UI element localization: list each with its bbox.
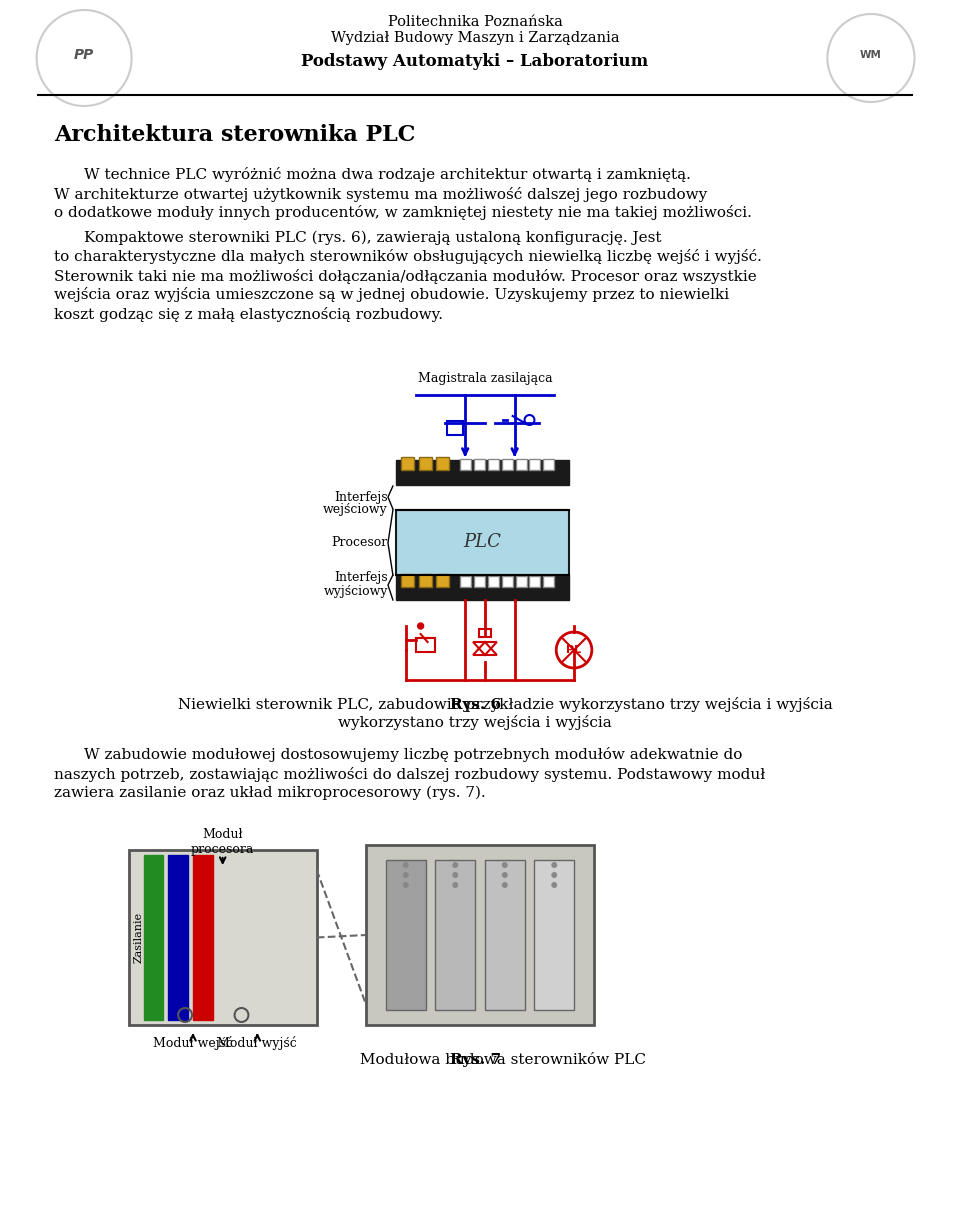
Circle shape bbox=[502, 862, 508, 868]
Circle shape bbox=[551, 873, 557, 877]
Circle shape bbox=[551, 862, 557, 868]
Circle shape bbox=[418, 623, 423, 629]
Text: wykorzystano trzy wejścia i wyjścia: wykorzystano trzy wejścia i wyjścia bbox=[338, 716, 612, 730]
Circle shape bbox=[502, 882, 508, 888]
Text: W technice PLC wyróżnić można dwa rodzaje architektur otwartą i zamkniętą.: W technice PLC wyróżnić można dwa rodzaj… bbox=[84, 168, 691, 183]
Bar bbox=[436, 860, 475, 1010]
Circle shape bbox=[502, 873, 508, 877]
Text: W architekturze otwartej użytkownik systemu ma możliwość dalszej jego rozbudowy: W architekturze otwartej użytkownik syst… bbox=[55, 186, 708, 202]
Text: wejścia oraz wyjścia umieszczone są w jednej obudowie. Uzyskujemy przez to niewi: wejścia oraz wyjścia umieszczone są w je… bbox=[55, 287, 730, 303]
Text: procesora: procesora bbox=[191, 843, 254, 857]
Bar bbox=[401, 458, 414, 470]
Bar bbox=[396, 460, 569, 486]
Text: Procesor: Procesor bbox=[332, 537, 388, 550]
Text: Rys. 7: Rys. 7 bbox=[449, 1053, 500, 1067]
Text: koszt godząc się z małą elastycznością rozbudowy.: koszt godząc się z małą elastycznością r… bbox=[55, 307, 444, 321]
Text: W zabudowie modułowej dostosowujemy liczbę potrzebnych modułów adekwatnie do: W zabudowie modułowej dostosowujemy licz… bbox=[84, 747, 742, 763]
Bar bbox=[366, 845, 594, 1025]
Text: Interfejs: Interfejs bbox=[334, 490, 388, 504]
Bar bbox=[401, 574, 414, 587]
Circle shape bbox=[551, 882, 557, 888]
Bar bbox=[543, 459, 554, 470]
Text: wyjściowy: wyjściowy bbox=[324, 584, 388, 598]
Text: zawiera zasilanie oraz układ mikroprocesorowy (rys. 7).: zawiera zasilanie oraz układ mikroproces… bbox=[55, 786, 486, 801]
Bar bbox=[437, 574, 449, 587]
Bar bbox=[488, 576, 499, 587]
Text: Zasilanie: Zasilanie bbox=[133, 912, 144, 963]
Text: Rys. 6: Rys. 6 bbox=[449, 699, 500, 712]
Bar bbox=[516, 576, 526, 587]
Bar bbox=[474, 576, 485, 587]
Text: to charakterystyczne dla małych sterowników obsługujących niewielką liczbę wejść: to charakterystyczne dla małych sterowni… bbox=[55, 249, 762, 264]
Text: Moduł: Moduł bbox=[203, 829, 243, 841]
Bar bbox=[460, 459, 471, 470]
Bar bbox=[193, 856, 213, 1020]
Text: Moduł wejść: Moduł wejść bbox=[153, 1036, 233, 1050]
Bar bbox=[479, 629, 491, 636]
Text: PLC: PLC bbox=[464, 533, 501, 551]
Text: Architektura sterownika PLC: Architektura sterownika PLC bbox=[55, 124, 416, 146]
Circle shape bbox=[452, 873, 458, 877]
Text: Sterownik taki nie ma możliwości dołączania/odłączania modułów. Procesor oraz ws: Sterownik taki nie ma możliwości dołącza… bbox=[55, 269, 757, 284]
Bar bbox=[530, 459, 540, 470]
Text: Wydział Budowy Maszyn i Zarządzania: Wydział Budowy Maszyn i Zarządzania bbox=[331, 30, 619, 45]
Text: Magistrala zasilająca: Magistrala zasilająca bbox=[418, 372, 552, 385]
Text: Niewielki sterownik PLC, zabudowie przykładzie wykorzystano trzy wejścia i wyjśc: Niewielki sterownik PLC, zabudowie przyk… bbox=[173, 697, 832, 712]
Bar bbox=[129, 849, 317, 1025]
Bar bbox=[502, 459, 513, 470]
Bar bbox=[474, 459, 485, 470]
Bar bbox=[168, 856, 188, 1020]
Circle shape bbox=[403, 862, 409, 868]
Bar bbox=[386, 860, 425, 1010]
Bar bbox=[488, 459, 499, 470]
Text: Moduł wyjść: Moduł wyjść bbox=[218, 1036, 298, 1050]
Bar bbox=[437, 458, 449, 470]
Text: Politechnika Poznańska: Politechnika Poznańska bbox=[388, 15, 563, 29]
Text: Podstawy Automatyki – Laboratorium: Podstawy Automatyki – Laboratorium bbox=[301, 54, 649, 71]
Bar bbox=[516, 459, 526, 470]
Text: Interfejs: Interfejs bbox=[334, 572, 388, 584]
Bar bbox=[143, 856, 163, 1020]
Text: PP: PP bbox=[74, 47, 94, 62]
Bar bbox=[396, 510, 569, 574]
Text: wejściowy: wejściowy bbox=[324, 504, 388, 516]
Bar bbox=[502, 576, 513, 587]
Text: Kompaktowe sterowniki PLC (rys. 6), zawierają ustaloną konfigurację. Jest: Kompaktowe sterowniki PLC (rys. 6), zawi… bbox=[84, 231, 661, 245]
Bar bbox=[416, 638, 436, 652]
Bar bbox=[535, 860, 574, 1010]
Bar bbox=[543, 576, 554, 587]
Text: WM: WM bbox=[860, 50, 882, 60]
Bar bbox=[396, 574, 569, 600]
Text: Modułowa budowa sterowników PLC: Modułowa budowa sterowników PLC bbox=[355, 1053, 646, 1067]
Text: naszych potrzeb, zostawiając możliwości do dalszej rozbudowy systemu. Podstawowy: naszych potrzeb, zostawiając możliwości … bbox=[55, 767, 766, 781]
Bar bbox=[419, 458, 431, 470]
Circle shape bbox=[452, 862, 458, 868]
Circle shape bbox=[452, 882, 458, 888]
Bar bbox=[530, 576, 540, 587]
Bar bbox=[460, 576, 471, 587]
Circle shape bbox=[403, 882, 409, 888]
Bar bbox=[485, 860, 524, 1010]
Text: o dodatkowe moduły innych producentów, w zamkniętej niestety nie ma takiej możli: o dodatkowe moduły innych producentów, w… bbox=[55, 206, 753, 220]
Bar bbox=[447, 421, 463, 434]
Circle shape bbox=[403, 873, 409, 877]
Bar bbox=[419, 574, 431, 587]
Text: PL: PL bbox=[566, 645, 582, 655]
